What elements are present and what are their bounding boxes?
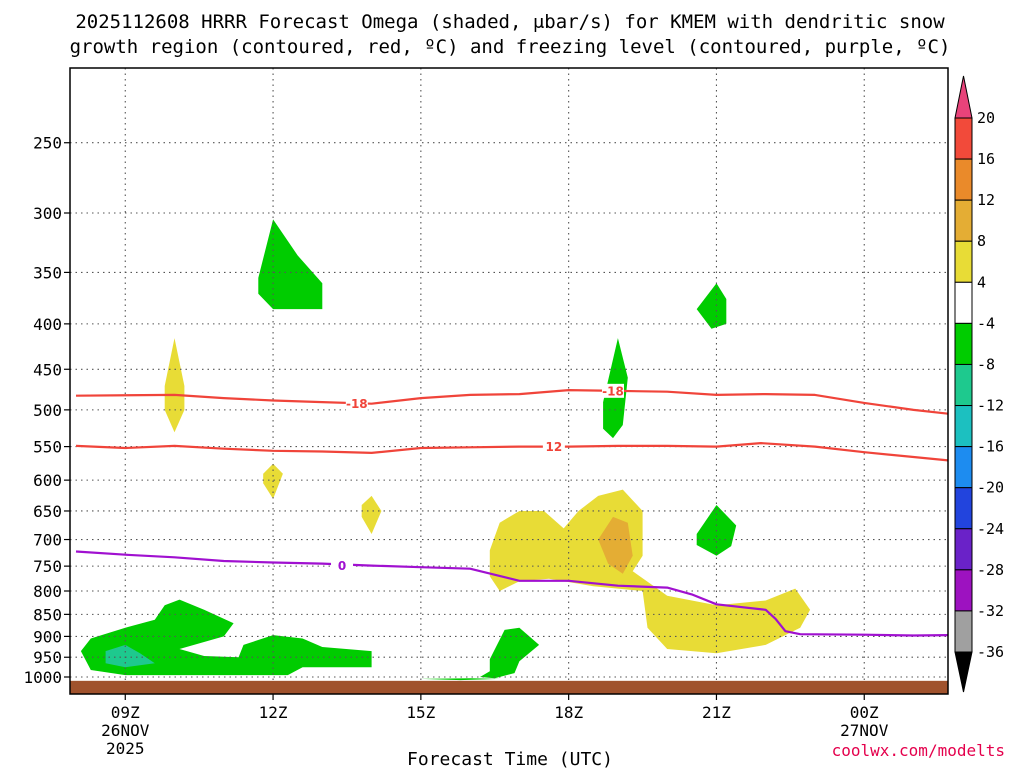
contour-lines [75, 389, 949, 637]
omega-region-green-surface-b [480, 627, 540, 679]
ground-surface [70, 680, 948, 694]
colorbar-box [954, 446, 973, 489]
chart-title-line1: 2025112608 HRRR Forecast Omega (shaded, … [75, 11, 945, 33]
colorbar-label: -12 [977, 397, 1004, 415]
x-tick-year-09Z: 2025 [106, 739, 145, 758]
colorbar-min-arrow [954, 651, 973, 693]
y-tick-label-800: 800 [33, 582, 62, 601]
colorbar-box [954, 199, 973, 242]
y-tick-label-250: 250 [33, 134, 62, 153]
x-tick-date-09Z: 26NOV [101, 721, 150, 740]
credit-link[interactable]: coolwx.com/modelts [832, 741, 1005, 760]
x-tick-label-00Z: 00Z [850, 703, 879, 722]
contour-dgz-minus18 [75, 389, 949, 415]
omega-shading [80, 219, 811, 681]
colorbar-max-arrow [954, 75, 973, 119]
colorbar-label: -32 [977, 602, 1004, 620]
colorbar-box [954, 610, 973, 653]
x-tick-date-00Z: 27NOV [840, 721, 889, 740]
colorbar-label: -28 [977, 561, 1004, 579]
contour-label-freezing-level: 0 [338, 559, 346, 573]
contour-labels: -18 -18 12 0 [331, 383, 624, 573]
y-tick-label-700: 700 [33, 531, 62, 550]
y-tick-label-350: 350 [33, 263, 62, 282]
gridlines [70, 68, 948, 694]
x-axis-label: Forecast Time (UTC) [407, 749, 613, 768]
colorbar-label: -20 [977, 479, 1004, 497]
omega-region-yellow-640 [361, 495, 382, 534]
y-tick-label-550: 550 [33, 438, 62, 457]
contour-label-dgz-minus12: 12 [546, 440, 563, 454]
omega-region-green-390 [696, 283, 727, 329]
colorbar-label: -4 [977, 314, 995, 332]
contour-label-bg [542, 439, 565, 454]
colorbar-box [954, 569, 973, 612]
colorbar-box [954, 363, 973, 407]
y-tick-label-900: 900 [33, 627, 62, 646]
x-tick-label-21Z: 21Z [702, 703, 731, 722]
contour-dgz-minus12 [75, 442, 949, 462]
y-tick-label-600: 600 [33, 471, 62, 490]
y-tick-label-850: 850 [33, 605, 62, 624]
omega-region-yellow-480 [164, 338, 185, 433]
omega-region-orange-core [598, 516, 633, 574]
y-tick-label-650: 650 [33, 502, 62, 521]
colorbar-label: 16 [977, 150, 995, 168]
colorbar-label: 12 [977, 191, 995, 209]
y-tick-label-950: 950 [33, 648, 62, 667]
colorbar-label: -16 [977, 438, 1004, 456]
colorbar-label: -8 [977, 355, 995, 373]
colorbar-box [954, 117, 973, 160]
omega-region-green-surface-a [420, 678, 500, 681]
x-tick-label-18Z: 18Z [554, 703, 583, 722]
x-tick-label-15Z: 15Z [406, 703, 435, 722]
y-tick-label-400: 400 [33, 315, 62, 334]
colorbar-box [954, 281, 973, 324]
contour-label-bg [331, 558, 354, 573]
omega-region-teal-core [105, 644, 155, 668]
contour-label-bg [601, 383, 624, 398]
omega-region-yellow-large [489, 489, 811, 654]
plot-frame [69, 67, 949, 695]
colorbar-label: -24 [977, 520, 1004, 538]
colorbar-label: -36 [977, 643, 1004, 661]
y-tick-label-750: 750 [33, 557, 62, 576]
contour-label-dgz-minus18: -18 [346, 397, 368, 411]
chart-title-line2: growth region (contoured, red, ºC) and f… [70, 36, 951, 58]
omega-region-green-lowlevel [80, 599, 372, 676]
y-axis: 250 300 350 400 450 500 550 600 650 700 750 800 850 9… [23, 134, 70, 687]
colorbar-box [954, 528, 973, 571]
colorbar-box [954, 322, 973, 365]
colorbar-label: 4 [977, 273, 986, 291]
omega-region-green-300-385 [258, 219, 323, 310]
x-tick-label-09Z: 09Z [111, 703, 140, 722]
contour-freezing-level [75, 550, 949, 637]
contour-label-bg [345, 396, 368, 411]
colorbar-box [954, 405, 973, 448]
colorbar-box [954, 240, 973, 283]
colorbar: 20 16 12 8 4 -4 -8 -12 -16 -20 -24 -28 -32 -36 [954, 75, 1004, 693]
colorbar-box [954, 158, 973, 201]
colorbar-label: 20 [977, 109, 995, 127]
y-tick-label-1000: 1000 [23, 668, 62, 687]
y-tick-label-500: 500 [33, 401, 62, 420]
colorbar-box [954, 487, 973, 530]
x-tick-label-12Z: 12Z [259, 703, 288, 722]
contour-label-dgz-minus18: -18 [602, 384, 624, 398]
y-tick-label-300: 300 [33, 204, 62, 223]
colorbar-label: 8 [977, 232, 986, 250]
y-tick-label-450: 450 [33, 360, 62, 379]
